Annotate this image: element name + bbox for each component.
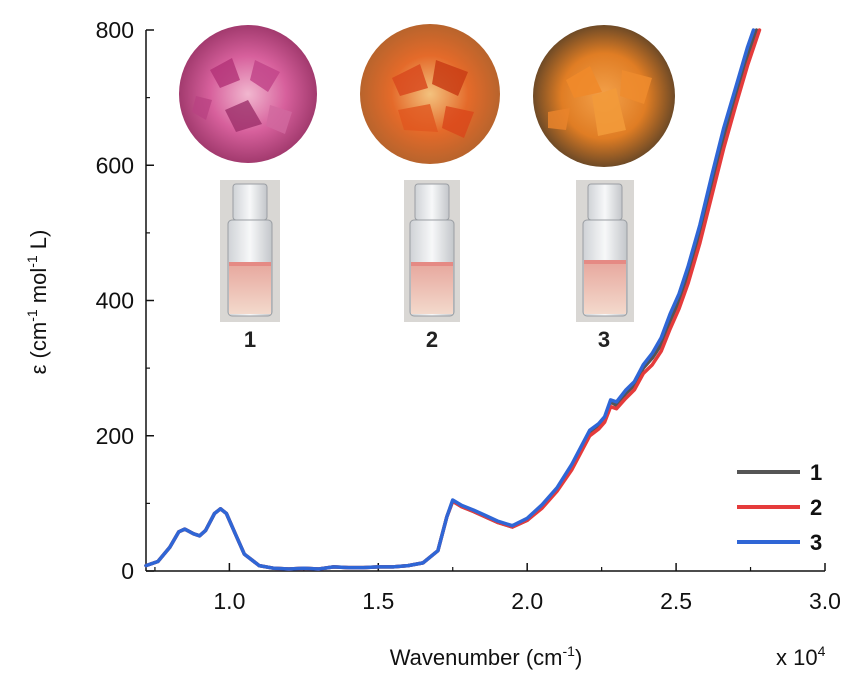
crystal-photo-3 xyxy=(533,25,675,167)
series-line-3 xyxy=(144,28,756,571)
legend-label-2: 2 xyxy=(810,495,822,520)
y-tick-label: 800 xyxy=(96,17,134,43)
series-lines xyxy=(144,28,762,571)
legend: 1 2 3 xyxy=(737,460,822,555)
crystal-photo-1 xyxy=(179,25,317,163)
legend-label-1: 1 xyxy=(810,460,822,485)
y-tick-label: 600 xyxy=(96,152,134,178)
inset-label-1: 1 xyxy=(244,327,256,352)
x-tick-label: 1.5 xyxy=(362,588,394,614)
vial-photo-2 xyxy=(404,180,460,322)
inset-label-2: 2 xyxy=(426,327,438,352)
y-axis-title: ε (cm-1 mol-1 L) xyxy=(24,230,51,375)
x-axis-title: Wavenumber (cm-1) xyxy=(390,643,583,670)
x-axis-multiplier: x 104 xyxy=(776,643,826,670)
legend-label-3: 3 xyxy=(810,530,822,555)
x-tick-label: 1.0 xyxy=(213,588,245,614)
vial-photo-3 xyxy=(576,180,634,322)
inset-photos: 1 2 3 xyxy=(179,24,675,352)
ticks: 1.0 1.5 2.0 2.5 3.0 0 200 400 600 800 xyxy=(96,17,841,614)
x-tick-label: 2.5 xyxy=(660,588,692,614)
x-tick-label: 3.0 xyxy=(809,588,841,614)
vial-photo-1 xyxy=(220,180,280,322)
x-tick-label: 2.0 xyxy=(511,588,543,614)
y-tick-label: 200 xyxy=(96,423,134,449)
inset-label-3: 3 xyxy=(598,327,610,352)
y-tick-label: 0 xyxy=(121,558,134,584)
crystal-photo-2 xyxy=(360,24,500,164)
y-tick-label: 400 xyxy=(96,288,134,314)
